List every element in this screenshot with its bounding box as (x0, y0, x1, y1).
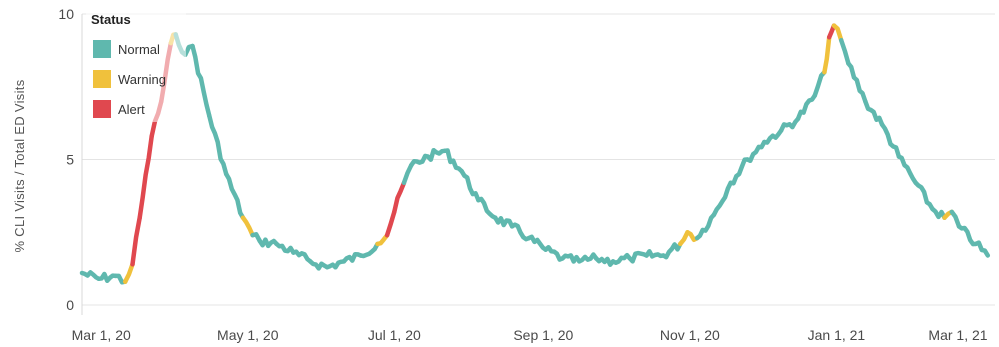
series-segment-normal (863, 99, 885, 127)
series-segment-warning (822, 35, 832, 75)
series-segment-normal (79, 270, 102, 282)
series-segment-normal (930, 206, 947, 220)
series-segment-normal (610, 252, 633, 266)
x-tick-label: Jan 1, 21 (808, 327, 866, 343)
x-tick-label: Mar 1, 20 (72, 327, 131, 343)
series-segment-normal (949, 209, 962, 229)
series-segment-normal (627, 250, 649, 264)
series-segment-normal (401, 163, 414, 186)
series-segment-normal (644, 249, 666, 259)
series-segment-alert (392, 180, 407, 215)
series-segment-normal (560, 253, 582, 264)
series-segment-normal (956, 224, 979, 247)
series-segment-warning (678, 230, 690, 247)
legend-label-alert: Alert (118, 102, 145, 117)
series-segment-normal (762, 128, 784, 145)
legend-title: Status (91, 12, 131, 27)
x-tick-label: Mar 1, 21 (928, 327, 987, 343)
series-segment-normal (526, 234, 548, 252)
series-segment-normal (223, 171, 246, 220)
tick-labels: 0 5 10 Mar 1, 20 May 1, 20 Jul 1, 20 Sep 1, 20… (58, 6, 987, 343)
series-segment-normal (96, 271, 118, 284)
series-segment-normal (661, 241, 683, 260)
series-segment-normal (341, 251, 363, 264)
series-segment-normal (593, 256, 616, 267)
gridlines (82, 13, 995, 306)
series-segment-normal (408, 153, 431, 168)
series-segment-normal (745, 139, 767, 164)
series-segment-normal (778, 116, 801, 133)
y-axis-title: % CLI Visits / Total ED Visits (12, 79, 27, 252)
legend-label-warning: Warning (118, 72, 166, 87)
series-segment-warning (831, 23, 844, 43)
series-segment-normal (711, 180, 733, 218)
series-segment-normal (694, 212, 717, 241)
series-segment-normal (812, 69, 827, 98)
series-segment-normal (896, 154, 918, 186)
series-segment-normal (425, 147, 448, 162)
x-tick-label: May 1, 20 (217, 327, 279, 343)
series-segment-normal (190, 43, 212, 119)
x-tick-label: Sep 1, 20 (513, 327, 573, 343)
series-segment-normal (577, 252, 599, 264)
series-segment-normal (728, 157, 750, 186)
series-segment-normal (509, 222, 532, 242)
series-segment-normal (257, 237, 279, 249)
y-tick-label: 0 (66, 297, 74, 313)
series-segment-normal (442, 148, 464, 174)
series-segment-normal (913, 180, 935, 212)
series-segment-normal (476, 196, 498, 220)
legend-swatch-alert (93, 100, 111, 118)
x-tick-label: Nov 1, 20 (660, 327, 720, 343)
legend[interactable]: Status Normal Warning Alert (86, 12, 186, 122)
series-segment-warning (375, 232, 390, 247)
series-segment-warning (240, 215, 255, 238)
series-segment-normal (324, 259, 347, 270)
legend-label-normal: Normal (118, 42, 160, 57)
series-segment-normal (493, 215, 515, 229)
series-segment-normal (543, 244, 565, 262)
series-segment-normal (459, 168, 481, 203)
series-segment-normal (250, 232, 263, 244)
series-segment-normal (879, 122, 902, 159)
series-segment-alert (137, 133, 154, 220)
series-segment-normal (973, 240, 991, 258)
data-series (79, 23, 991, 285)
series-segment-normal (291, 249, 313, 264)
series-segment-normal (846, 61, 868, 104)
legend-swatch-warning (93, 70, 111, 88)
series-segment-normal (795, 93, 818, 122)
y-tick-label: 10 (58, 6, 74, 22)
series-segment-alert (384, 209, 397, 238)
series-segment-normal (838, 37, 851, 66)
series-segment-alert (130, 215, 142, 267)
legend-swatch-normal (93, 40, 111, 58)
y-tick-label: 5 (66, 152, 74, 168)
x-tick-label: Jul 1, 20 (368, 327, 421, 343)
series-segment-warning (122, 262, 135, 284)
series-segment-normal (308, 259, 330, 271)
series-segment-normal (274, 241, 296, 255)
series-segment-normal (207, 113, 229, 177)
series-segment-normal (358, 241, 380, 259)
